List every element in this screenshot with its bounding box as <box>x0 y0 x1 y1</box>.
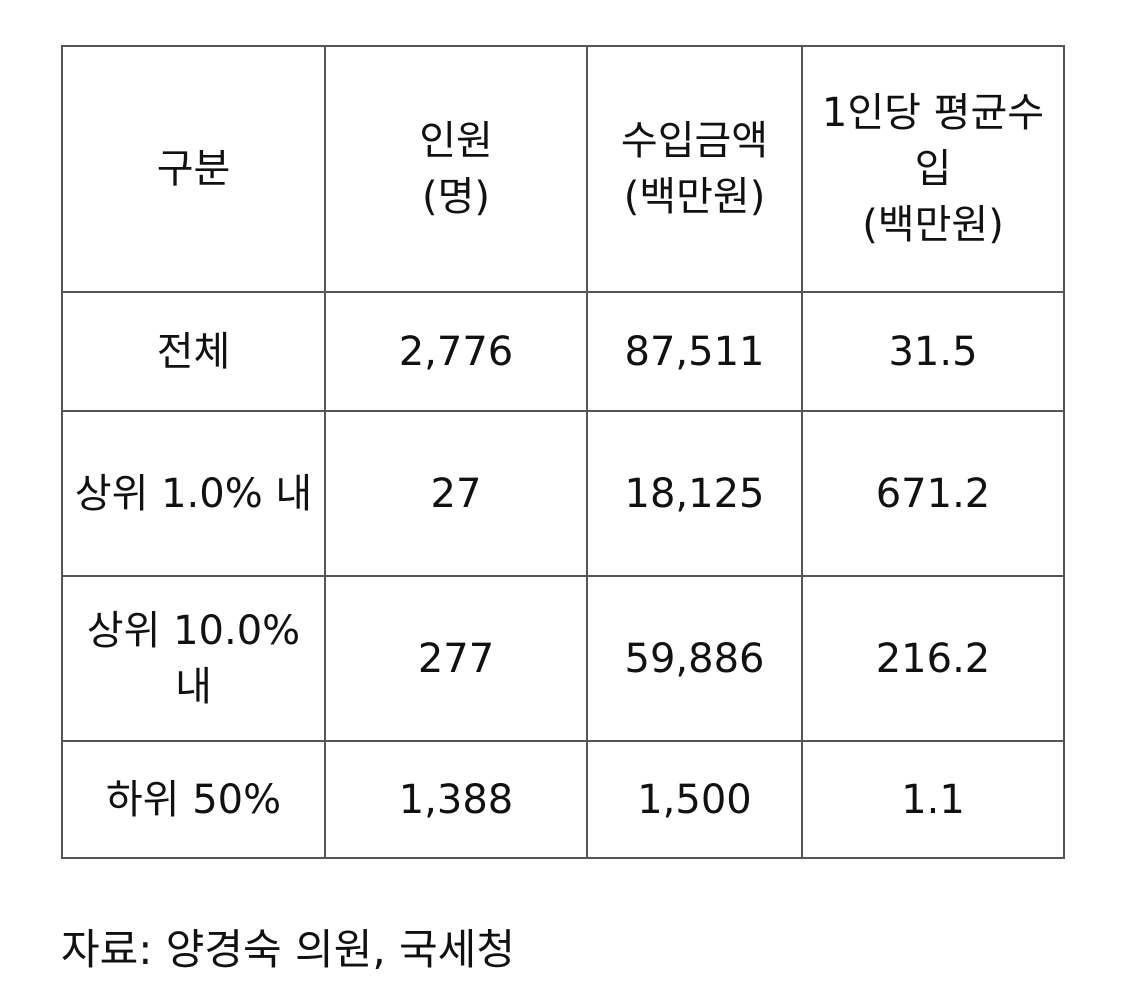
header-line: (백만원) <box>862 202 1004 248</box>
cell: 18,125 <box>586 410 803 577</box>
cell: 1,388 <box>324 740 588 859</box>
row-label: 상위 10.0% 내 <box>61 575 326 742</box>
header-cell: 수입금액 (백만원) <box>586 45 803 293</box>
cell: 216.2 <box>801 575 1065 742</box>
cell: 87,511 <box>586 291 803 412</box>
table-row: 하위 50% 1,388 1,500 1.1 <box>61 740 1065 859</box>
table-row: 전체 2,776 87,511 31.5 <box>61 291 1065 412</box>
row-label: 상위 1.0% 내 <box>61 410 326 577</box>
row-label: 전체 <box>61 291 326 412</box>
header-line: 1인당 평균수입 <box>821 90 1045 192</box>
header-row: 구분 인원 (명) 수입금액 (백만원) 1인당 평균수입 (백만원) <box>61 45 1065 293</box>
cell: 1,500 <box>586 740 803 859</box>
cell: 59,886 <box>586 575 803 742</box>
header-line: 수입금액 <box>620 118 769 164</box>
cell: 277 <box>324 575 588 742</box>
header-line: 인원 <box>419 118 493 164</box>
cell: 671.2 <box>801 410 1065 577</box>
table-row: 상위 1.0% 내 27 18,125 671.2 <box>61 410 1065 577</box>
header-line: (백만원) <box>623 174 766 220</box>
cell: 27 <box>324 410 588 577</box>
header-cell: 인원 (명) <box>324 45 588 293</box>
source-note: 자료: 양경숙 의원, 국세청 <box>61 925 515 974</box>
header-line: (명) <box>421 174 490 220</box>
data-table: 구분 인원 (명) 수입금액 (백만원) 1인당 평균수입 (백만원) 전체 2,776 87,… <box>61 45 1065 859</box>
header-cell: 1인당 평균수입 (백만원) <box>801 45 1065 293</box>
header-line: 구분 <box>156 146 231 192</box>
cell: 1.1 <box>801 740 1065 859</box>
row-label: 하위 50% <box>61 740 326 859</box>
table-row: 상위 10.0% 내 277 59,886 216.2 <box>61 575 1065 742</box>
cell: 31.5 <box>801 291 1065 412</box>
header-cell: 구분 <box>61 45 326 293</box>
cell: 2,776 <box>324 291 588 412</box>
